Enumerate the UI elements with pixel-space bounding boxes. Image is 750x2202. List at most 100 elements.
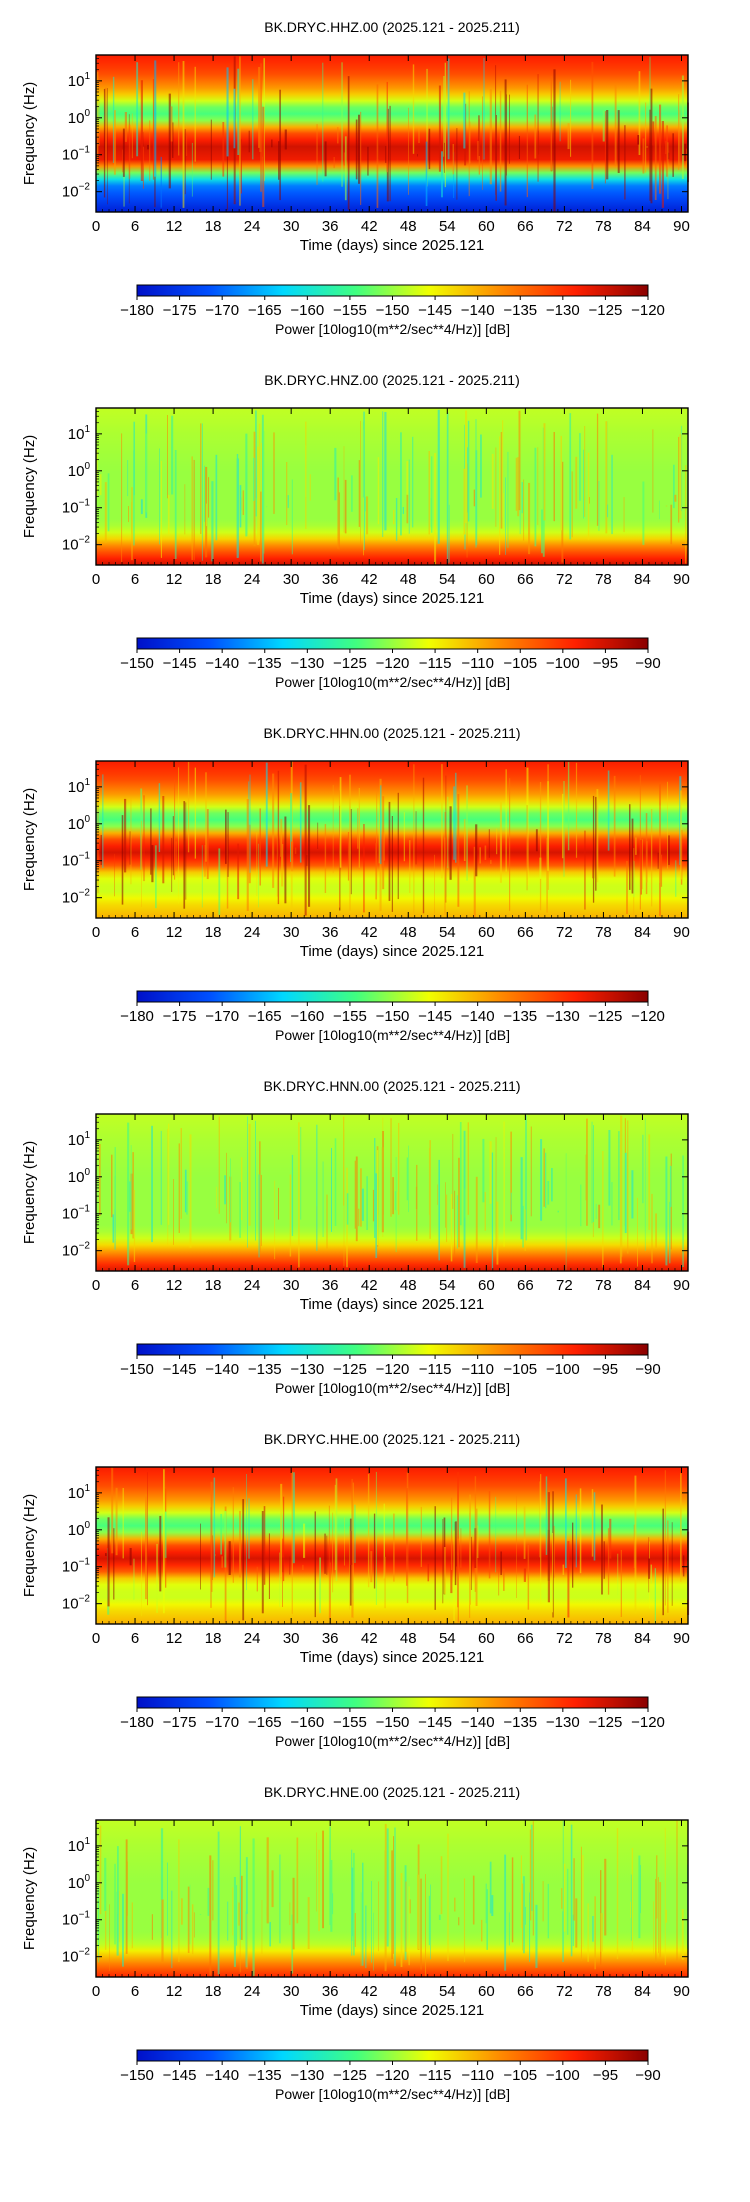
x-tick-label: 12 (166, 924, 183, 941)
colorbar (136, 2049, 649, 2062)
y-tick-label: 10−2 (62, 535, 91, 554)
y-tick-label: 101 (68, 1130, 91, 1149)
x-tick-label: 36 (322, 1983, 339, 2000)
colorbar-tick-label: −140 (461, 302, 495, 319)
colorbar-label: Power [10log10(m**2/sec**4/Hz)] [dB] (275, 1380, 510, 1396)
x-tick-label: 60 (478, 1630, 495, 1647)
x-tick-label: 66 (517, 218, 534, 235)
colorbar-tick-label: −150 (120, 655, 154, 672)
y-tick-label: 101 (68, 777, 91, 796)
y-tick-label: 10−1 (62, 1557, 91, 1576)
colorbar-tick-label: −120 (376, 655, 410, 672)
colorbar-tick-label: −90 (635, 1361, 660, 1378)
x-tick-label: 30 (283, 1983, 300, 2000)
x-tick-label: 84 (634, 924, 651, 941)
x-tick-label: 36 (322, 218, 339, 235)
colorbar-tick-label: −145 (418, 1714, 452, 1731)
spectrogram-image (96, 1467, 688, 1624)
x-tick-label: 72 (556, 1630, 573, 1647)
x-axis-label: Time (days) since 2025.121 (300, 1649, 485, 1666)
colorbar-tick-label: −180 (120, 1714, 154, 1731)
colorbar-tick-label: −115 (419, 1361, 452, 1378)
colorbar-tick-label: −125 (589, 1714, 623, 1731)
colorbar-tick-label: −95 (593, 1361, 618, 1378)
x-tick-label: 12 (166, 1277, 183, 1294)
x-tick-label: 6 (131, 571, 139, 588)
colorbar-tick-label: −150 (376, 1714, 410, 1731)
colorbar-tick-label: −180 (120, 1008, 154, 1025)
x-tick-label: 54 (439, 1983, 456, 2000)
x-tick-label: 54 (439, 571, 456, 588)
y-tick-label: 10−2 (62, 888, 91, 907)
colorbar-tick-label: −135 (248, 655, 282, 672)
x-tick-label: 54 (439, 218, 456, 235)
colorbar-tick-label: −125 (589, 1008, 623, 1025)
x-tick-label: 18 (205, 1630, 222, 1647)
y-axis-label: Frequency (Hz) (21, 1494, 38, 1597)
x-tick-label: 36 (322, 1277, 339, 1294)
colorbar-tick-label: −150 (120, 1361, 154, 1378)
colorbar (136, 990, 649, 1003)
colorbar-label: Power [10log10(m**2/sec**4/Hz)] [dB] (275, 2086, 510, 2102)
colorbar-tick-label: −135 (248, 1361, 282, 1378)
colorbar-tick-label: −170 (205, 302, 239, 319)
colorbar-tick-label: −95 (593, 655, 618, 672)
x-tick-label: 6 (131, 1630, 139, 1647)
spectrogram-panel-6 (95, 1819, 689, 2065)
x-tick-label: 60 (478, 218, 495, 235)
x-tick-label: 72 (556, 1983, 573, 2000)
y-tick-label: 10−2 (62, 182, 91, 201)
x-tick-label: 24 (244, 218, 261, 235)
x-tick-label: 6 (131, 924, 139, 941)
y-axis-label: Frequency (Hz) (21, 82, 38, 185)
x-tick-label: 36 (322, 571, 339, 588)
x-tick-label: 48 (400, 924, 417, 941)
colorbar-tick-label: −180 (120, 302, 154, 319)
x-tick-label: 30 (283, 1277, 300, 1294)
x-tick-label: 0 (92, 1630, 100, 1647)
x-tick-label: 90 (673, 1630, 690, 1647)
chart-title: BK.DRYC.HNE.00 (2025.121 - 2025.211) (264, 1784, 520, 1800)
colorbar-tick-label: −145 (418, 302, 452, 319)
colorbar-tick-label: −150 (376, 302, 410, 319)
colorbar-tick-label: −170 (205, 1008, 239, 1025)
y-tick-label: 100 (68, 814, 91, 833)
colorbar-tick-label: −110 (461, 2067, 494, 2084)
colorbar-tick-label: −135 (503, 1714, 537, 1731)
chart-title: BK.DRYC.HNZ.00 (2025.121 - 2025.211) (264, 372, 520, 388)
x-tick-label: 18 (205, 571, 222, 588)
x-tick-label: 48 (400, 218, 417, 235)
colorbar-tick-label: −165 (248, 1714, 282, 1731)
x-tick-label: 42 (361, 1983, 378, 2000)
x-tick-label: 84 (634, 1630, 651, 1647)
plot-frame (95, 54, 689, 213)
colorbar-tick-label: −120 (631, 1714, 665, 1731)
colorbar-tick-label: −145 (163, 655, 197, 672)
colorbar-tick-label: −155 (333, 302, 367, 319)
spectrogram-panel-1 (95, 54, 689, 300)
x-tick-label: 48 (400, 571, 417, 588)
y-tick-label: 10−1 (62, 851, 91, 870)
colorbar-tick-label: −120 (376, 2067, 410, 2084)
x-tick-label: 90 (673, 1277, 690, 1294)
y-tick-label: 101 (68, 424, 91, 443)
colorbar-tick-label: −120 (631, 1008, 665, 1025)
x-tick-label: 42 (361, 1277, 378, 1294)
x-tick-label: 72 (556, 218, 573, 235)
colorbar-tick-label: −155 (333, 1714, 367, 1731)
y-tick-label: 100 (68, 108, 91, 127)
x-tick-label: 0 (92, 1983, 100, 2000)
colorbar-tick-label: −135 (503, 1008, 537, 1025)
x-tick-label: 54 (439, 924, 456, 941)
colorbar-tick-label: −135 (503, 302, 537, 319)
x-tick-label: 42 (361, 218, 378, 235)
spectrogram-streaks (97, 1820, 689, 1977)
y-tick-label: 10−1 (62, 145, 91, 164)
x-tick-label: 30 (283, 218, 300, 235)
colorbar-tick-label: −110 (461, 655, 494, 672)
x-tick-label: 24 (244, 1983, 261, 2000)
x-tick-label: 60 (478, 571, 495, 588)
x-tick-label: 84 (634, 1983, 651, 2000)
x-tick-label: 48 (400, 1277, 417, 1294)
x-tick-label: 90 (673, 1983, 690, 2000)
